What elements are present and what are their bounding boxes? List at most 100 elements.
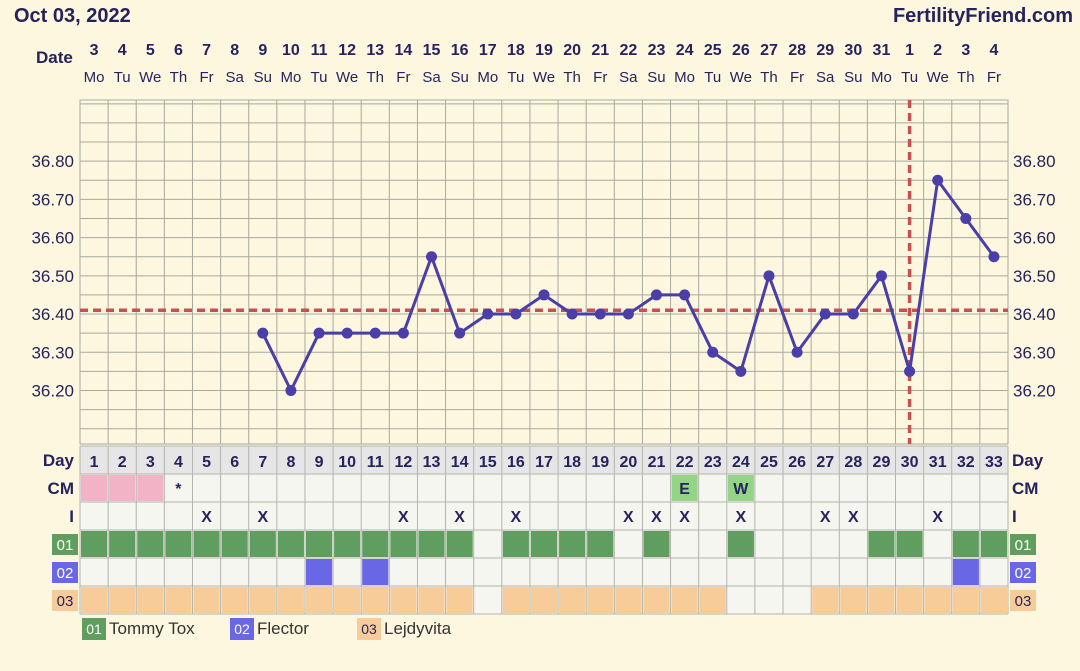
day-number: 3 (146, 454, 155, 471)
day-number: 14 (451, 454, 469, 471)
weekday-label: Sa (816, 69, 835, 86)
chart-content: 3 4 5 6 7 8 9 10 11 12 13 14 15 16 17 18 19 20 21 22 23 24 25 2… (31, 42, 1056, 640)
temp-line (261, 176, 996, 394)
custom-cell-01 (530, 531, 558, 557)
custom-cell-01 (643, 531, 670, 557)
date-label: 8 (230, 42, 239, 59)
cm-cell (671, 475, 698, 501)
custom-cell-02 (952, 559, 979, 585)
weekday-label: Fr (396, 69, 410, 86)
weekday-label: Th (957, 69, 975, 86)
custom-cell-03 (418, 587, 445, 613)
custom-row-badge-left (52, 562, 78, 583)
temp-point (679, 289, 691, 301)
custom-cell-03 (530, 587, 558, 613)
start-date-title: Oct 03, 2022 (14, 5, 131, 27)
custom-cell-01 (587, 531, 614, 557)
y-tick-label-left: 36.40 (31, 305, 74, 324)
date-label: 14 (394, 42, 412, 59)
custom-cell-03 (812, 587, 839, 613)
temp-point (650, 289, 662, 301)
custom-cell-01 (952, 531, 979, 557)
weekday-label: Tu (704, 69, 721, 86)
day-number: 31 (929, 454, 947, 471)
date-label: 23 (648, 42, 666, 59)
brand-link[interactable]: FertilityFriend.com (893, 5, 1073, 27)
temp-point (707, 346, 719, 358)
weekday-label: Sa (225, 69, 244, 86)
cm-mark: W (733, 481, 749, 498)
intercourse-mark: X (623, 509, 634, 526)
cm-row-label-right: CM (1012, 479, 1038, 498)
weekday-label: Th (170, 69, 188, 86)
weekday-label: Fr (790, 69, 804, 86)
temp-point (622, 308, 634, 320)
intercourse-mark: X (820, 509, 831, 526)
intercourse-mark: X (651, 509, 662, 526)
cm-cell (81, 475, 108, 501)
custom-cell-01 (868, 531, 895, 557)
y-tick-label-right: 36.40 (1013, 305, 1056, 324)
custom-cell-03 (334, 587, 361, 613)
legend-badge (82, 618, 106, 640)
weekday-label: Th (563, 69, 581, 86)
date-label: 19 (535, 42, 553, 59)
day-number: 18 (563, 454, 581, 471)
custom-cell-03 (671, 587, 698, 613)
custom-cell-01 (362, 531, 389, 557)
weekday-label: Sa (422, 69, 441, 86)
temp-point (482, 308, 494, 320)
custom-row-badge-right (1010, 562, 1036, 583)
temp-point (763, 270, 775, 282)
temp-point (847, 308, 859, 320)
weekday-label: Fr (987, 69, 1001, 86)
y-tick-label-left: 36.70 (31, 190, 74, 209)
date-label: 25 (704, 42, 722, 59)
y-tick-label-right: 36.50 (1013, 267, 1056, 286)
date-label: 17 (479, 42, 497, 59)
custom-cell-01 (249, 531, 276, 557)
custom-cell-03 (587, 587, 614, 613)
date-label: 22 (619, 42, 637, 59)
custom-cell-03 (868, 587, 895, 613)
custom-row-code-left: 02 (57, 565, 74, 582)
day-number: 1 (90, 454, 99, 471)
legend-label: Tommy Tox (109, 619, 195, 638)
date-label: 7 (202, 42, 211, 59)
cm-cell (137, 475, 164, 501)
legend-code: 03 (361, 621, 377, 637)
intercourse-row-label-left: I (69, 507, 74, 526)
weekday-label: Sa (619, 69, 638, 86)
day-number: 9 (315, 454, 324, 471)
day-number: 23 (704, 454, 722, 471)
custom-cell-03 (699, 587, 726, 613)
custom-cell-03 (840, 587, 867, 613)
temp-grid-border (79, 99, 1009, 445)
custom-cell-03 (980, 587, 1007, 613)
weekday-label: Tu (311, 69, 328, 86)
day-number: 29 (873, 454, 891, 471)
date-label: 28 (788, 42, 806, 59)
weekday-label: Su (450, 69, 468, 86)
custom-cell-01 (896, 531, 923, 557)
weekday-label: Su (647, 69, 665, 86)
custom-row-code-right: 02 (1015, 565, 1032, 582)
custom-cell-03 (446, 587, 473, 613)
temp-point (594, 308, 606, 320)
weekday-label: Mo (674, 69, 695, 86)
date-label: 20 (563, 42, 581, 59)
custom-cell-01 (137, 531, 164, 557)
day-number: 27 (816, 454, 834, 471)
y-tick-label-left: 36.80 (31, 152, 74, 171)
day-number: 10 (338, 454, 356, 471)
day-number: 17 (535, 454, 553, 471)
temp-point (904, 365, 916, 377)
legend-code: 01 (86, 621, 102, 637)
temp-point (313, 327, 325, 339)
weekday-label: Tu (901, 69, 918, 86)
custom-cell-01 (334, 531, 361, 557)
intercourse-mark: X (679, 509, 690, 526)
custom-cell-01 (980, 531, 1007, 557)
date-label: 15 (423, 42, 441, 59)
